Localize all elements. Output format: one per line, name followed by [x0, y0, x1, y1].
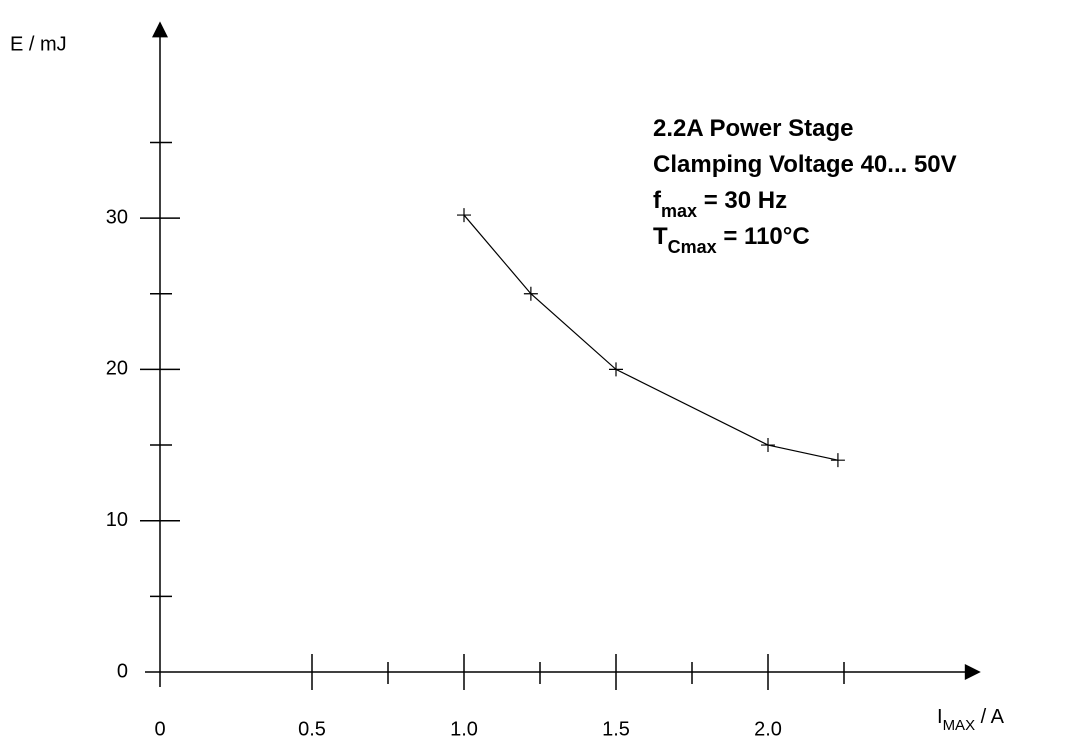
y-tick-label: 20 [106, 358, 128, 380]
y-axis-label: E / mJ [10, 33, 67, 55]
x-tick-label: 0.5 [298, 718, 326, 740]
y-axis-arrow [152, 21, 168, 38]
annotation: fmax = 30 Hz [653, 187, 787, 220]
y-tick-label: 30 [106, 206, 128, 228]
text-part: I [937, 706, 943, 728]
text-part: / A [975, 706, 1005, 728]
y-tick-label: 10 [106, 509, 128, 531]
subscript: MAX [943, 717, 976, 734]
text-part: T [653, 223, 668, 250]
annotation: 2.2A Power Stage [653, 115, 854, 142]
x-axis-label: IMAX / A [937, 706, 1005, 734]
y-tick-label: 0 [117, 660, 128, 682]
x-tick-label: 2.0 [754, 718, 782, 740]
text-part: Clamping Voltage 40... 50V [653, 151, 957, 178]
text-part: = 30 Hz [697, 187, 787, 214]
x-tick-label: 1.5 [602, 718, 630, 740]
x-tick-label: 0 [154, 718, 165, 740]
x-axis-arrow [964, 664, 981, 680]
data-point [457, 208, 471, 223]
data-point [609, 362, 623, 377]
subscript: max [661, 201, 697, 221]
subscript: Cmax [668, 237, 717, 257]
data-point [830, 453, 845, 468]
x-tick-label: 1.0 [450, 718, 478, 740]
data-point [761, 438, 775, 453]
text-part: 2.2A Power Stage [653, 115, 854, 142]
annotation: Clamping Voltage 40... 50V [653, 151, 957, 178]
text-part: = 110°C [717, 223, 810, 250]
text-part: f [653, 187, 662, 214]
data-point [523, 286, 538, 301]
annotation: TCmax = 110°C [653, 223, 810, 256]
